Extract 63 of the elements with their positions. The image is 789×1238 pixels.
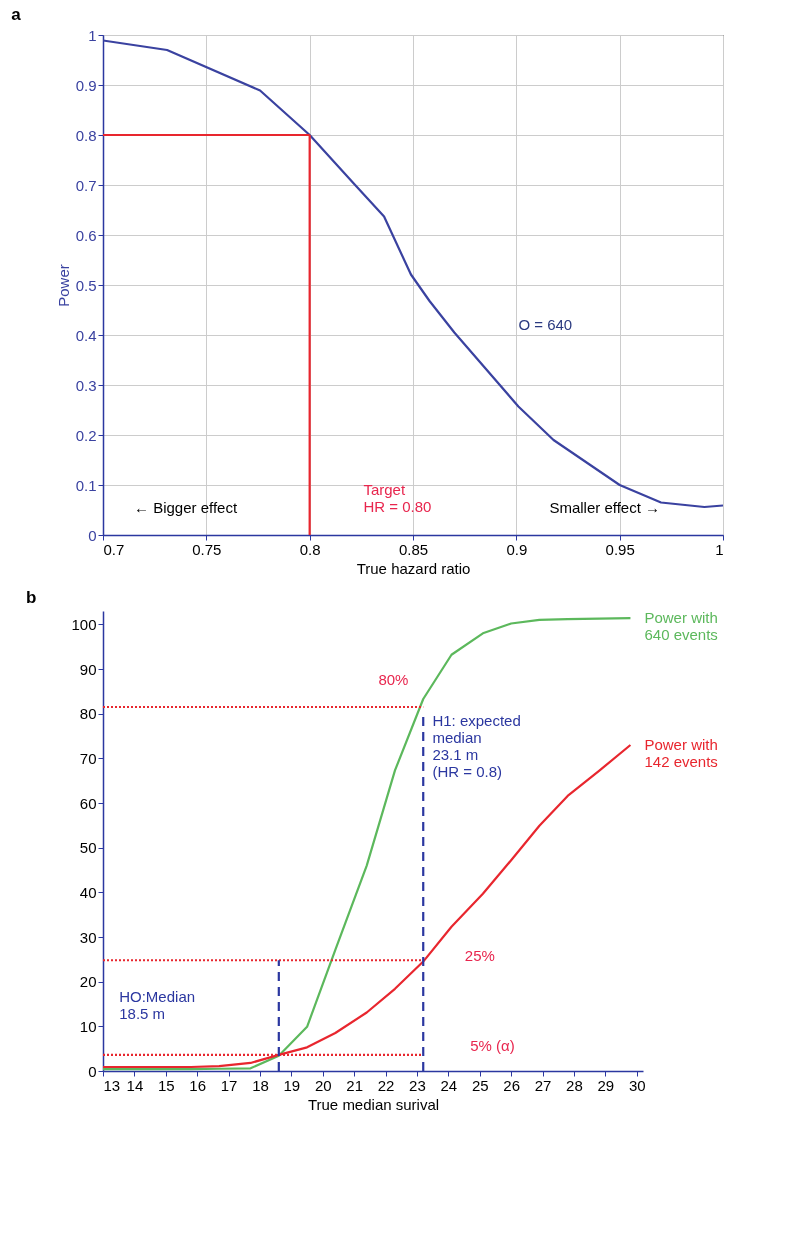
y-tick-label: 0.6: [75, 226, 97, 244]
x-tick-label: 25: [471, 1076, 489, 1094]
y-tick-label: 100: [71, 615, 97, 633]
annotation: ← Bigger effect: [134, 498, 238, 516]
chart-title: a: [11, 5, 22, 24]
y-tick-label: 1: [88, 26, 97, 44]
x-tick-label: 15: [157, 1076, 175, 1094]
x-tick-label: 0.7: [103, 540, 125, 558]
x-tick-label: 30: [628, 1076, 646, 1094]
y-tick-label: 0.5: [75, 276, 97, 294]
x-tick-label: 14: [126, 1076, 144, 1094]
x-tick-label: 27: [534, 1076, 552, 1094]
annotation: 5% (α): [470, 1036, 515, 1054]
x-axis-title: True hazard ratio: [356, 559, 471, 577]
annotation: 80%: [378, 671, 409, 688]
y-tick-label: 0.2: [75, 426, 97, 444]
y-tick-label: 0.7: [75, 176, 97, 194]
y-tick-label: 30: [79, 928, 97, 946]
x-tick-label: 28: [566, 1076, 583, 1094]
x-tick-label: 21: [346, 1076, 364, 1094]
annotation: 25%: [464, 947, 495, 964]
x-tick-label: 0.8: [299, 540, 321, 558]
chart-title: b: [25, 588, 37, 607]
y-axis-title: Power: [54, 264, 72, 307]
y-tick-label: 80: [79, 705, 97, 723]
y-tick-label: 0.9: [75, 76, 97, 94]
series-label: Power with 640 events: [644, 609, 718, 644]
y-tick-label: 50: [79, 839, 97, 857]
y-tick-label: 0.8: [75, 126, 97, 144]
y-tick-label: 0: [88, 1062, 97, 1080]
y-tick-label: 20: [79, 973, 97, 991]
x-tick-label: 23: [409, 1076, 426, 1094]
x-tick-label: 26: [503, 1076, 520, 1094]
y-tick-label: 0.3: [75, 376, 97, 394]
x-tick-label: 19: [283, 1076, 301, 1094]
y-tick-label: 0: [88, 526, 97, 544]
x-tick-label: 13: [103, 1076, 121, 1094]
y-tick-label: 0.1: [75, 476, 97, 494]
x-tick-label: 18: [252, 1076, 269, 1094]
x-tick-label: 1: [715, 540, 724, 558]
x-tick-label: 20: [314, 1076, 332, 1094]
annotation: Smaller effect →: [549, 498, 661, 516]
x-tick-label: 29: [597, 1076, 615, 1094]
annotation: HO:Median 18.5 m: [119, 988, 196, 1023]
x-tick-label: 16: [189, 1076, 207, 1094]
y-tick-label: 90: [79, 660, 97, 678]
y-tick-label: 0.4: [75, 326, 97, 344]
annotation: H1: expected median 23.1 m (HR = 0.8): [432, 712, 521, 781]
series-label: Power with 142 events: [644, 735, 718, 770]
annotation: Target HR = 0.80: [363, 481, 432, 515]
x-axis-title: True median surival: [307, 1095, 440, 1113]
x-tick-label: 24: [440, 1076, 458, 1094]
y-tick-label: 10: [79, 1017, 97, 1035]
y-tick-label: 60: [79, 794, 97, 812]
x-tick-label: 0.85: [398, 540, 429, 558]
y-tick-label: 40: [79, 883, 97, 901]
x-tick-label: 0.95: [605, 540, 635, 558]
x-tick-label: 17: [220, 1076, 238, 1094]
annotation: O = 640: [518, 316, 573, 333]
x-tick-label: 22: [377, 1076, 395, 1094]
y-tick-label: 70: [79, 749, 97, 767]
x-tick-label: 0.75: [192, 540, 222, 558]
x-tick-label: 0.9: [506, 540, 528, 558]
